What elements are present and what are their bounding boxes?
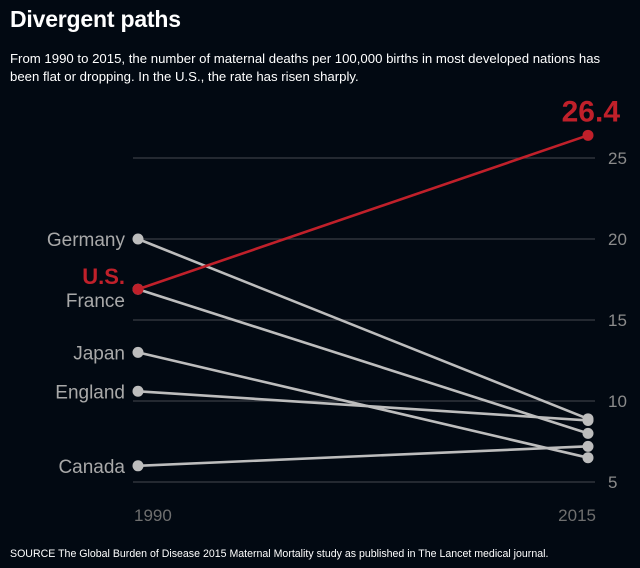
y-tick-label: 5: [608, 473, 617, 492]
label-germany: Germany: [47, 230, 126, 251]
gridlines: [133, 157, 595, 483]
source-note: SOURCE The Global Burden of Disease 2015…: [10, 548, 549, 560]
series-line-england: [137, 389, 589, 422]
chart-subtitle: From 1990 to 2015, the number of materna…: [10, 51, 601, 84]
series-line-germany: [137, 237, 589, 421]
series-line-canada: [137, 445, 589, 468]
point-japan-1990: [132, 346, 144, 358]
y-tick-label: 10: [608, 392, 627, 411]
series-line-france: [137, 287, 589, 435]
series-lines: [132, 129, 594, 472]
label-england: England: [55, 382, 125, 403]
point-germany-1990: [132, 233, 144, 245]
y-tick-label: 15: [608, 311, 627, 330]
point-england-2015: [582, 414, 594, 426]
point-france-2015: [582, 427, 594, 439]
label-france: France: [66, 291, 125, 312]
highlight-value-label: 26.4: [562, 95, 621, 128]
label-japan: Japan: [73, 343, 125, 364]
point-canada-2015: [582, 440, 594, 452]
point-us-1990: [132, 283, 144, 295]
labels: 5 10 15 20 25 1990 2015 Germany U.S.France Japan E…: [47, 95, 627, 525]
chart-title: Divergent paths: [10, 6, 181, 32]
point-us-2015: [582, 129, 594, 141]
label-canada: Canada: [58, 457, 125, 478]
y-tick-label: 25: [608, 149, 627, 168]
label-us: U.S.: [82, 264, 125, 289]
x-tick-label-1990: 1990: [134, 506, 172, 525]
x-tick-label-2015: 2015: [558, 506, 596, 525]
point-canada-1990: [132, 460, 144, 472]
y-tick-label: 20: [608, 230, 627, 249]
point-japan-2015: [582, 452, 594, 464]
series-line-us: [137, 134, 589, 291]
point-england-1990: [132, 385, 144, 397]
